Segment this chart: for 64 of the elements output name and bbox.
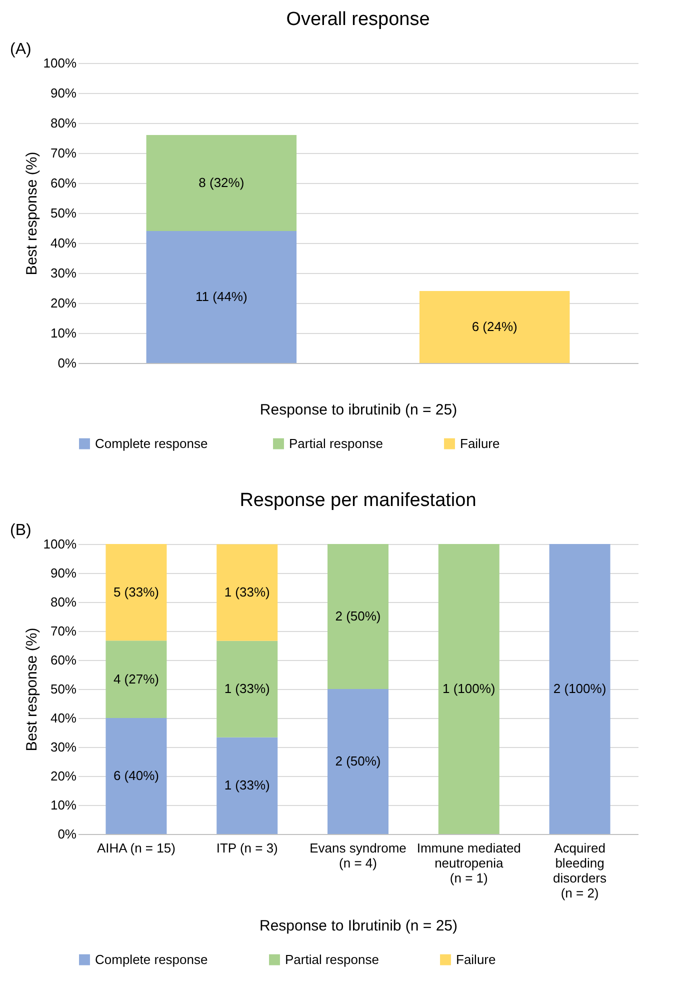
chart-title: Response per manifestation (240, 490, 476, 511)
data-label: 11 (44%) (196, 289, 248, 304)
legend-label: Failure (460, 436, 500, 451)
y-tick-label: 80% (50, 594, 77, 610)
text: (B) (10, 522, 32, 539)
y-tick-label: 0% (58, 356, 77, 370)
legend-label: Complete response (95, 436, 208, 451)
x-tick-label: AIHA (n = 15) (97, 840, 176, 856)
data-label: 2 (50%) (335, 754, 381, 768)
y-tick-label: 10% (50, 326, 77, 340)
data-label: 4 (27%) (113, 671, 159, 686)
y-tick-label: 40% (50, 710, 77, 726)
bar (328, 689, 388, 834)
text: (A) (10, 41, 32, 58)
y-tick-label: 80% (50, 116, 77, 130)
bar (216, 544, 278, 641)
y-tick-label: 20% (50, 768, 77, 784)
x-axis-title: Response to ibrutinib (n = 25) (260, 402, 458, 418)
data-label: 1 (33%) (224, 584, 270, 600)
bar (549, 544, 610, 834)
chart-title: Overall response (286, 9, 430, 30)
y-tick-label: 70% (50, 624, 77, 638)
bar (216, 640, 278, 738)
legend-label: Partial response (289, 436, 383, 451)
data-label: 2 (100%) (553, 681, 606, 696)
y-tick-label: 30% (50, 740, 77, 754)
x-tick-label: ITP (n = 3) (216, 840, 278, 856)
y-tick-label: 30% (50, 266, 77, 280)
y-tick-label: 90% (50, 566, 77, 580)
data-label: 6 (24%) (472, 319, 518, 334)
y-tick-label: 70% (50, 146, 77, 160)
data-label: 1 (100%) (442, 681, 496, 696)
y-tick-label: 60% (50, 176, 77, 190)
y-axis-title: Best response (%) (23, 152, 40, 276)
legend-label: Failure (456, 952, 496, 967)
x-tick-label: Immune mediated neutropenia (n = 1) (416, 840, 521, 886)
y-tick-label: 90% (50, 86, 77, 100)
y-tick-label: 10% (50, 798, 77, 812)
data-label: 1 (33%) (224, 778, 270, 793)
y-tick-label: 40% (50, 236, 77, 250)
data-label: 5 (33%) (113, 584, 159, 600)
data-label: 8 (32%) (198, 175, 244, 190)
bar (106, 640, 167, 718)
y-tick-label: 0% (58, 826, 77, 842)
x-axis-title: Response to Ibrutinib (n = 25) (259, 918, 458, 934)
y-tick-label: 100% (43, 536, 77, 552)
bar (106, 544, 167, 641)
data-label: 1 (33%) (224, 681, 270, 696)
bar (106, 718, 167, 834)
data-label: 6 (40%) (113, 768, 159, 783)
y-tick-label: 100% (43, 56, 77, 70)
x-tick-label: Evans syndrome (n = 4) (310, 840, 406, 870)
y-tick-label: 20% (50, 296, 77, 310)
y-tick-label: 60% (50, 652, 77, 668)
bar (328, 544, 388, 689)
data-label: 2 (50%) (335, 608, 381, 624)
x-tick-label: Acquired bleeding disorders (n = 2) (553, 840, 608, 900)
y-axis-title: Best response (%) (23, 628, 40, 752)
y-tick-label: 50% (50, 206, 77, 220)
legend-label: Partial response (285, 952, 379, 967)
bar (216, 737, 278, 834)
bar (438, 544, 500, 834)
y-tick-label: 50% (50, 682, 77, 696)
legend-label: Complete response (95, 952, 208, 967)
